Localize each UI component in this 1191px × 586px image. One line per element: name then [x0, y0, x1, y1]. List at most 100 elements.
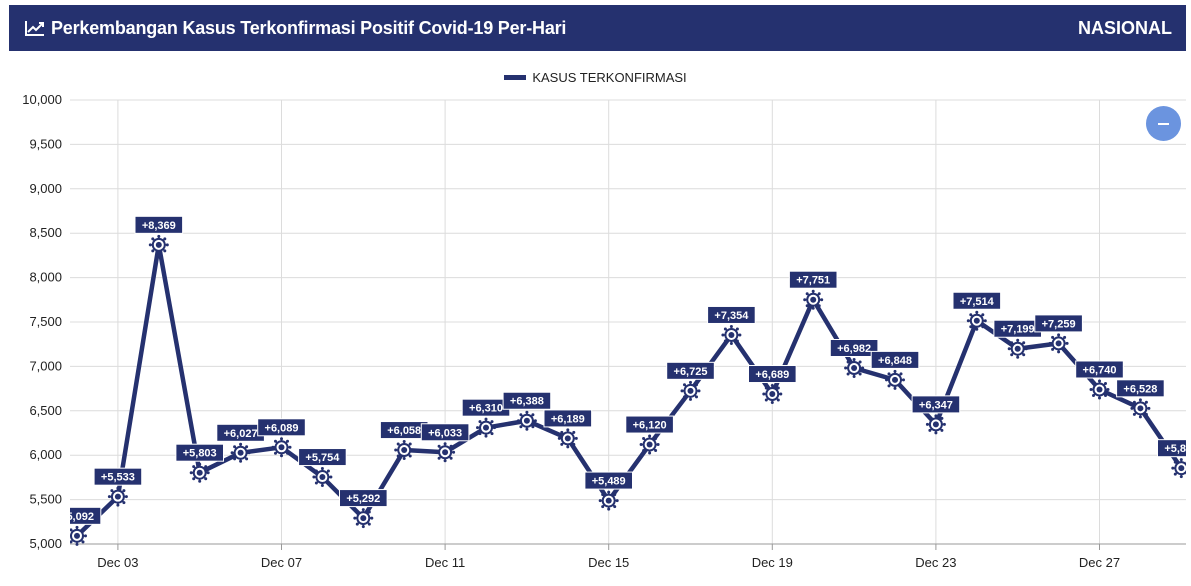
data-label: +6,033 [420, 423, 470, 442]
y-tick-label: 8,500 [29, 225, 62, 240]
virus-icon[interactable] [67, 525, 87, 546]
y-tick-label: 8,000 [29, 270, 62, 285]
virus-icon[interactable] [598, 490, 619, 511]
virus-icon[interactable] [148, 234, 169, 255]
data-label: +5,092 [60, 506, 102, 525]
data-label: +6,725 [666, 361, 715, 380]
data-label: +5,803 [175, 443, 224, 462]
data-label: +6,388 [502, 391, 552, 410]
data-label: +5,489 [584, 471, 634, 490]
virus-icon[interactable] [271, 437, 292, 458]
data-label-text: +6,189 [551, 413, 585, 425]
virus-icon[interactable] [1007, 338, 1028, 359]
virus-icon[interactable] [394, 440, 415, 461]
data-label: +5,754 [298, 448, 347, 467]
virus-icon[interactable] [762, 384, 783, 405]
data-label: +7,354 [707, 305, 756, 324]
data-label-text: +6,347 [919, 399, 953, 411]
virus-icon[interactable] [803, 289, 824, 310]
virus-icon[interactable] [230, 442, 251, 463]
marker-layer [67, 234, 1191, 546]
virus-icon[interactable] [557, 428, 578, 449]
virus-icon[interactable] [312, 467, 333, 488]
y-tick-label: 10,000 [22, 92, 62, 107]
y-tick-label: 6,000 [29, 447, 62, 462]
scope-label: NASIONAL [1078, 17, 1172, 38]
series-line [74, 242, 1184, 539]
y-tick-label: 5,000 [29, 536, 62, 551]
virus-icon[interactable] [107, 486, 128, 507]
data-label-text: +6,388 [510, 396, 544, 408]
data-label: +6,310 [461, 398, 511, 417]
virus-icon[interactable] [476, 417, 496, 438]
virus-icon[interactable] [516, 410, 537, 431]
y-tick-label: 9,500 [29, 136, 62, 151]
data-label: +6,848 [870, 350, 920, 369]
data-label-text: +7,751 [796, 275, 830, 287]
data-label-text: +5,854 [1164, 443, 1191, 455]
data-label-text: +6,725 [674, 366, 708, 378]
data-label: +6,058 [379, 421, 429, 440]
chart-header: Perkembangan Kasus Terkonfirmasi Positif… [9, 5, 1186, 51]
data-label: +6,982 [829, 338, 879, 357]
data-label: +5,854 [1157, 439, 1191, 458]
virus-icon[interactable] [189, 462, 210, 483]
data-label-text: +6,027 [224, 428, 258, 440]
x-tick-label: Dec 15 [588, 555, 629, 570]
x-tick-label: Dec 07 [261, 555, 302, 570]
data-label-text: +7,354 [714, 310, 749, 322]
virus-icon[interactable] [966, 310, 987, 331]
virus-icon[interactable] [680, 380, 701, 401]
data-label-text: +5,092 [60, 511, 94, 523]
virus-icon[interactable] [1171, 458, 1191, 479]
virus-icon[interactable] [1089, 379, 1110, 400]
zoom-out-button[interactable] [1146, 106, 1181, 141]
data-label-text: +5,754 [305, 452, 340, 464]
x-tick-label: Dec 23 [915, 555, 956, 570]
legend-swatch [504, 75, 527, 80]
chart-legend[interactable]: KASUS TERKONFIRMASI [0, 70, 1191, 85]
data-label-text: +6,089 [265, 422, 299, 434]
data-label-text: +7,199 [1001, 324, 1035, 336]
x-tick-label: Dec 19 [752, 555, 793, 570]
data-label: +7,199 [993, 319, 1043, 338]
data-label: +6,689 [748, 365, 797, 384]
virus-icon[interactable] [639, 434, 660, 455]
data-label: +7,259 [1034, 314, 1083, 333]
virus-icon[interactable] [1048, 333, 1069, 354]
series-line-layer [74, 242, 1184, 539]
y-tick-label: 5,500 [29, 492, 62, 507]
chart-title: Perkembangan Kasus Terkonfirmasi Positif… [51, 17, 567, 38]
data-label: +5,292 [339, 489, 388, 508]
axis-layer: 5,000 5,500 6,000 6,500 7,000 7,500 8,000 8,500… [22, 92, 1120, 570]
legend-label: KASUS TERKONFIRMASI [532, 70, 687, 85]
virus-icon[interactable] [435, 442, 456, 463]
virus-icon[interactable] [1130, 398, 1151, 419]
data-label: +7,514 [952, 291, 1002, 310]
data-label: +6,189 [543, 409, 593, 428]
virus-icon[interactable] [721, 324, 742, 345]
data-label: +5,533 [93, 467, 143, 486]
data-label-text: +6,848 [878, 355, 912, 367]
data-label-text: +5,489 [592, 476, 626, 488]
data-label-text: +6,033 [428, 427, 462, 439]
data-label-text: +5,803 [183, 448, 217, 460]
y-tick-label: 7,500 [29, 314, 62, 329]
y-tick-label: 7,000 [29, 358, 62, 373]
x-tick-label: Dec 27 [1079, 555, 1120, 570]
x-tick-label: Dec 03 [97, 555, 138, 570]
virus-icon[interactable] [925, 414, 946, 435]
data-label: +6,740 [1075, 360, 1124, 379]
virus-icon[interactable] [844, 357, 865, 378]
data-label: +6,528 [1116, 379, 1165, 398]
virus-icon[interactable] [885, 369, 905, 390]
grid-layer [70, 99, 1186, 550]
y-tick-label: 6,500 [29, 403, 62, 418]
data-label-text: +5,292 [346, 493, 380, 505]
data-label-text: +8,369 [142, 220, 176, 232]
minus-icon [1158, 122, 1169, 125]
data-label-text: +6,982 [837, 343, 871, 355]
data-label: +6,089 [257, 418, 306, 437]
virus-icon[interactable] [353, 508, 374, 529]
x-tick-label: Dec 11 [425, 555, 465, 570]
